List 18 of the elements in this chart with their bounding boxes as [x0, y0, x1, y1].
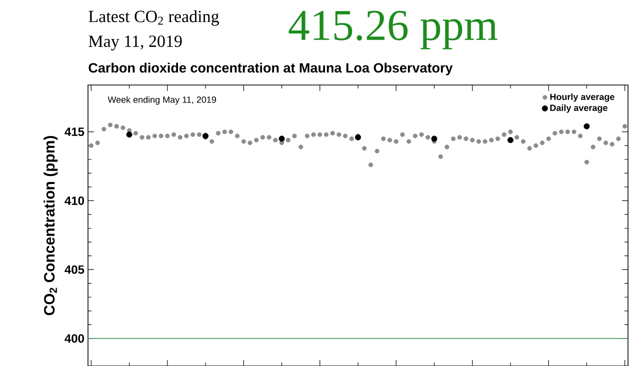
y-tick-label: 400	[64, 334, 84, 343]
text: 415.26 ppm	[288, 10, 498, 50]
chart-title: Carbon dioxide concentration at Mauna Loa Observatory	[88, 62, 453, 76]
y-tick-label: 410	[64, 196, 84, 205]
text: Latest CO$_{2}$ reading	[88, 10, 219, 26]
point	[126, 132, 132, 138]
y-tick-label: 415	[64, 128, 84, 136]
legend-label: Daily average	[550, 104, 608, 113]
point	[431, 136, 438, 142]
legend-label: Hourly average	[550, 93, 614, 102]
y-tick-label: 405	[64, 265, 84, 274]
y-axis-title: CO$_{2}$ Concentration (ppm)	[44, 136, 58, 316]
point	[584, 123, 590, 130]
annotation: Week ending May 11, 2019	[108, 96, 216, 105]
point	[278, 136, 285, 142]
point	[507, 137, 514, 144]
text: May 11, 2019	[88, 36, 182, 50]
point	[202, 132, 209, 139]
